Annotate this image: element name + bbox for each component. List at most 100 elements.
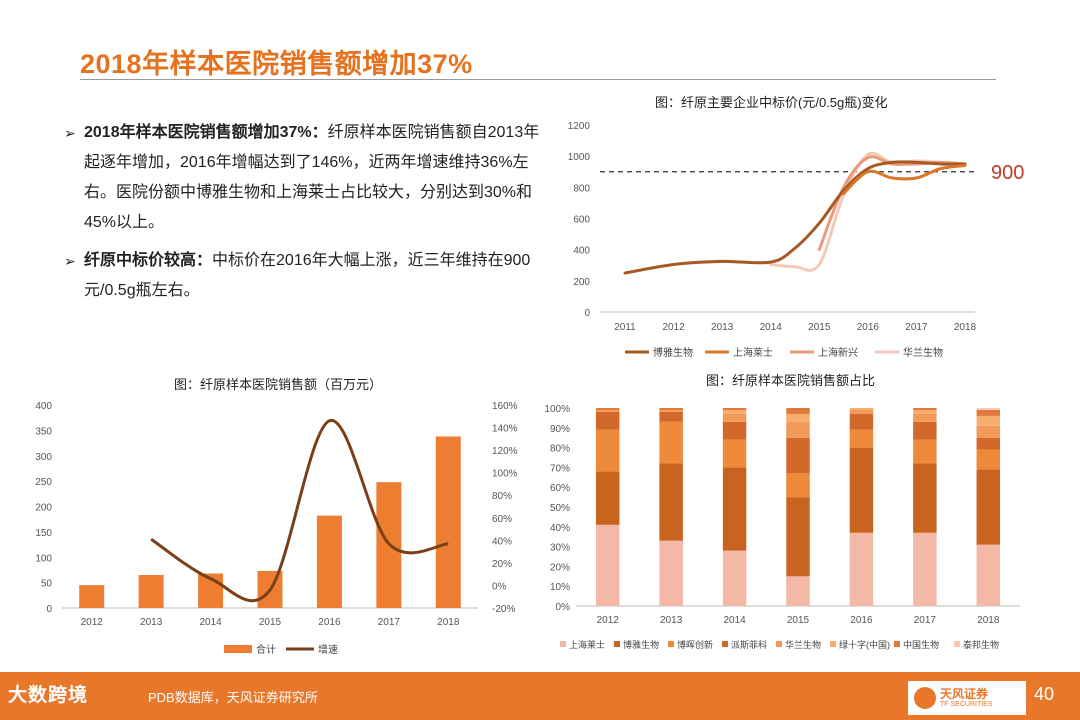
share-segment — [595, 524, 620, 606]
y-tick-label: 40% — [550, 523, 570, 534]
y-tick-label: 300 — [35, 452, 52, 463]
share-segment — [913, 463, 937, 533]
share-segment — [659, 409, 683, 412]
share-segment — [786, 413, 810, 422]
share-segment — [722, 413, 747, 422]
y2-tick-label: 60% — [492, 514, 512, 525]
share-chart: 0% 10% 20% 30% 40% 50% 60% 70% 80% 90% 100% 2012 201… — [544, 404, 1020, 650]
x-tick-label: 2014 — [199, 617, 222, 628]
y2-tick-label: 160% — [492, 401, 518, 412]
x-tick-label: 2018 — [954, 322, 977, 333]
share-segment — [976, 544, 1001, 606]
y-tick-label: 400 — [573, 246, 590, 257]
title-divider — [80, 79, 996, 80]
share-segment — [786, 437, 810, 474]
brand-name: 天风证券 — [940, 687, 989, 701]
y-tick-label: 100% — [544, 404, 570, 415]
bullet-arrow-icon: ➢ — [64, 125, 76, 141]
x-tick-label: 2013 — [140, 617, 163, 628]
share-segment — [722, 421, 747, 440]
legend-label: 博晖创新 — [677, 639, 713, 650]
x-tick-label: 2015 — [259, 617, 282, 628]
legend-label: 增速 — [318, 643, 338, 656]
share-segment — [722, 439, 747, 468]
legend-label: 上海新兴 — [818, 346, 858, 359]
share-segment — [659, 411, 683, 422]
share-segment — [595, 471, 620, 525]
share-segment — [849, 413, 874, 430]
legend-label: 博雅生物 — [653, 346, 693, 359]
x-tick-label: 2017 — [914, 615, 937, 626]
share-segment — [595, 411, 620, 430]
x-tick-label: 2017 — [378, 617, 401, 628]
reference-label: 900 — [991, 162, 1024, 184]
flower-icon — [914, 687, 936, 709]
y-tick-label: 150 — [35, 528, 52, 539]
x-tick-label: 2012 — [662, 322, 685, 333]
share-segment — [786, 497, 810, 577]
y-tick-label: 10% — [550, 582, 570, 593]
legend-swatch — [722, 641, 728, 647]
y-tick-label: 60% — [550, 483, 570, 494]
share-segment — [913, 413, 937, 422]
sales-bar — [79, 585, 105, 608]
share-segment — [849, 408, 874, 410]
share-segment — [913, 408, 937, 410]
y2-tick-label: 80% — [492, 491, 512, 502]
x-tick-label: 2016 — [318, 617, 341, 628]
legend-label: 派斯菲科 — [731, 639, 767, 650]
y-tick-label: 600 — [573, 215, 590, 226]
series-line — [817, 155, 967, 252]
share-segment — [595, 409, 620, 412]
legend-label: 上海莱士 — [733, 346, 773, 359]
y2-tick-label: 20% — [492, 559, 512, 570]
legend-label: 合计 — [256, 643, 276, 656]
legend-label: 华兰生物 — [903, 346, 943, 359]
share-segment — [659, 421, 683, 464]
x-tick-label: 2018 — [977, 615, 1000, 626]
y-tick-label: 70% — [550, 463, 570, 474]
bullet-arrow-icon: ➢ — [64, 253, 76, 269]
y-tick-label: 50% — [550, 503, 570, 514]
share-segment — [786, 576, 810, 606]
share-segment — [722, 408, 747, 410]
y2-tick-label: 140% — [492, 424, 518, 435]
share-segment — [849, 447, 874, 533]
y-tick-label: 0 — [584, 308, 590, 319]
y2-tick-label: -20% — [492, 604, 515, 615]
y2-tick-label: 40% — [492, 536, 512, 547]
share-segment — [595, 408, 620, 410]
y-tick-label: 1000 — [568, 152, 591, 163]
sales-bar — [138, 575, 164, 608]
y-tick-label: 30% — [550, 543, 570, 554]
legend-label: 中国生物 — [903, 639, 939, 650]
share-segment — [659, 463, 683, 541]
bid-price-chart: 0 200 400 600 800 1000 1200 2011 2012 2013 2014 201… — [568, 121, 1025, 359]
share-segment — [976, 437, 1001, 450]
share-segment — [595, 429, 620, 472]
share-segment — [976, 469, 1001, 545]
y-tick-label: 200 — [573, 277, 590, 288]
bullet-text: 中标价在2016年大幅上涨，近三年维持在900元/0.5g瓶左右。 — [84, 252, 531, 299]
share-segment — [849, 532, 874, 606]
y-tick-label: 20% — [550, 562, 570, 573]
x-tick-label: 2015 — [808, 322, 831, 333]
x-tick-label: 2012 — [597, 615, 620, 626]
bullet-heading: 纤原中标价较高： — [84, 252, 213, 269]
bid-price-chart-title: 图：纤原主要企业中标价(元/0.5g瓶)变化 — [655, 95, 888, 110]
share-segment — [659, 540, 683, 606]
y-tick-label: 1200 — [568, 121, 591, 132]
series-line — [842, 164, 967, 196]
share-segment — [722, 409, 747, 414]
bullet-item: ➢ 2018年样本医院销售额增加37%：纤原样本医院销售额自2013年起逐年增加… — [64, 118, 544, 238]
share-segment — [976, 409, 1001, 416]
series-line — [623, 160, 967, 275]
y-tick-label: 80% — [550, 444, 570, 455]
y-tick-label: 800 — [573, 183, 590, 194]
share-segment — [913, 439, 937, 464]
y-tick-label: 200 — [35, 503, 52, 514]
share-segment — [786, 473, 810, 498]
sales-chart-title: 图：纤原样本医院销售额（百万元） — [174, 377, 383, 392]
legend-swatch — [614, 641, 620, 647]
legend-label: 博雅生物 — [623, 639, 659, 650]
